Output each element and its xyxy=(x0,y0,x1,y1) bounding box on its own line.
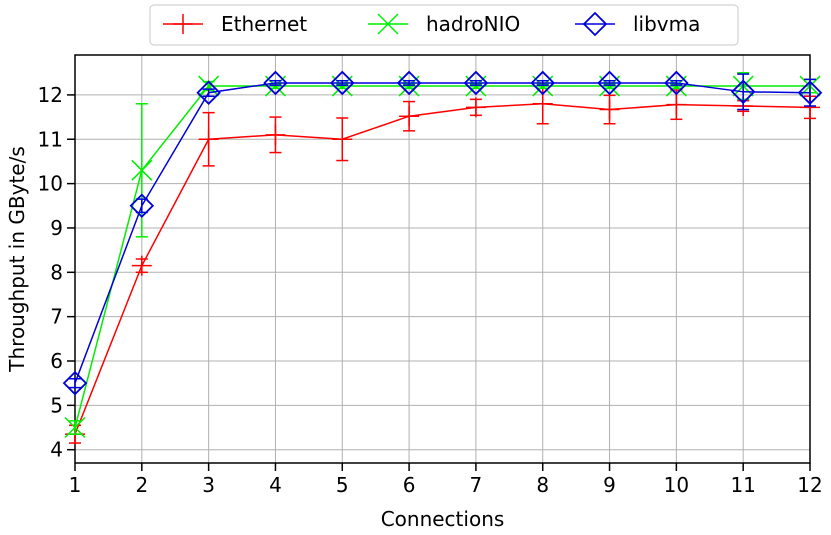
x-tick-label: 2 xyxy=(135,473,148,497)
libvma-error-bar xyxy=(804,78,816,107)
legend-box xyxy=(149,4,739,46)
legend-ethernet-marker xyxy=(173,14,193,34)
legend-hadronio-label: hadroNIO xyxy=(426,12,520,36)
libvma-error-bar xyxy=(135,198,148,214)
ethernet-point xyxy=(332,129,353,150)
libvma-error-bar xyxy=(202,88,215,97)
libvma-error-bar xyxy=(403,79,416,86)
ethernet-point xyxy=(265,124,286,145)
legend-hadronio-marker xyxy=(377,13,399,35)
libvma-error-bar xyxy=(269,79,282,86)
plot-frame xyxy=(74,54,811,464)
x-tick-label: 11 xyxy=(730,473,755,497)
y-tick-label: 11 xyxy=(38,127,63,151)
y-tick-label: 9 xyxy=(50,216,63,240)
x-axis-title: Connections xyxy=(381,507,505,531)
libvma-error-bar xyxy=(670,79,683,86)
x-tick-label: 1 xyxy=(69,473,82,497)
hadronio-line xyxy=(74,85,810,428)
y-tick-label: 7 xyxy=(50,305,63,329)
libvma-point xyxy=(329,70,355,96)
x-tick-label: 8 xyxy=(536,473,549,497)
ethernet-point xyxy=(666,94,687,115)
libvma-point xyxy=(129,193,155,219)
y-tick-label: 5 xyxy=(50,393,63,417)
y-tick-label: 10 xyxy=(38,172,63,196)
x-tick-label: 7 xyxy=(470,473,483,497)
legend-libvma-marker xyxy=(582,11,608,37)
series-libvma xyxy=(62,70,823,396)
legend-libvma-label: libvma xyxy=(633,12,700,36)
y-tick-label: 8 xyxy=(50,260,63,284)
hadronio-point xyxy=(198,75,220,97)
libvma-point xyxy=(62,370,88,396)
libvma-error-bar xyxy=(469,79,482,86)
ethernet-line xyxy=(74,103,811,435)
y-axis-title: Throughput in GByte/s xyxy=(5,146,29,372)
hadronio-point-b xyxy=(198,75,220,97)
x-tick-label: 9 xyxy=(603,473,616,497)
hadronio-point xyxy=(131,159,153,181)
x-tick-label: 10 xyxy=(664,473,689,497)
x-tick-label: 12 xyxy=(797,473,822,497)
libvma-point xyxy=(664,70,689,96)
ethernet-point xyxy=(599,99,620,120)
x-tick-label: 4 xyxy=(269,473,282,497)
libvma-point xyxy=(396,70,422,96)
libvma-error-bar xyxy=(336,79,349,86)
libvma-error-bar xyxy=(603,79,616,86)
libvma-point xyxy=(730,79,756,105)
x-tick-label: 3 xyxy=(202,473,215,497)
ethernet-point xyxy=(198,129,219,150)
x-tick-label: 6 xyxy=(403,473,416,497)
legend: Ethernet hadroNIO libvma xyxy=(149,4,739,46)
legend-ethernet-label: Ethernet xyxy=(221,12,307,36)
libvma-point xyxy=(463,70,489,96)
libvma-error-bar xyxy=(536,79,549,86)
libvma-point xyxy=(797,80,823,105)
libvma-point xyxy=(597,70,622,96)
hadronio-point-b xyxy=(131,159,153,181)
ethernet-point xyxy=(399,106,420,127)
series-ethernet xyxy=(65,83,820,445)
libvma-line xyxy=(74,82,811,384)
y-tick-label: 12 xyxy=(38,83,63,107)
x-tick-label: 5 xyxy=(336,473,349,497)
ethernet-point xyxy=(465,97,486,118)
ethernet-point xyxy=(131,255,152,276)
hadronio-point-b xyxy=(64,416,86,439)
ethernet-point xyxy=(532,93,553,114)
libvma-point xyxy=(263,70,288,96)
series-hadronio xyxy=(64,71,821,439)
libvma-point xyxy=(196,80,221,105)
series-layer xyxy=(62,70,823,445)
libvma-error-bar xyxy=(69,377,81,389)
legend-hadronio-marker-b xyxy=(377,13,399,35)
y-tick-label: 6 xyxy=(50,349,63,373)
y-tick-label: 4 xyxy=(50,438,63,462)
libvma-point xyxy=(530,70,556,96)
hadronio-point xyxy=(64,416,86,439)
